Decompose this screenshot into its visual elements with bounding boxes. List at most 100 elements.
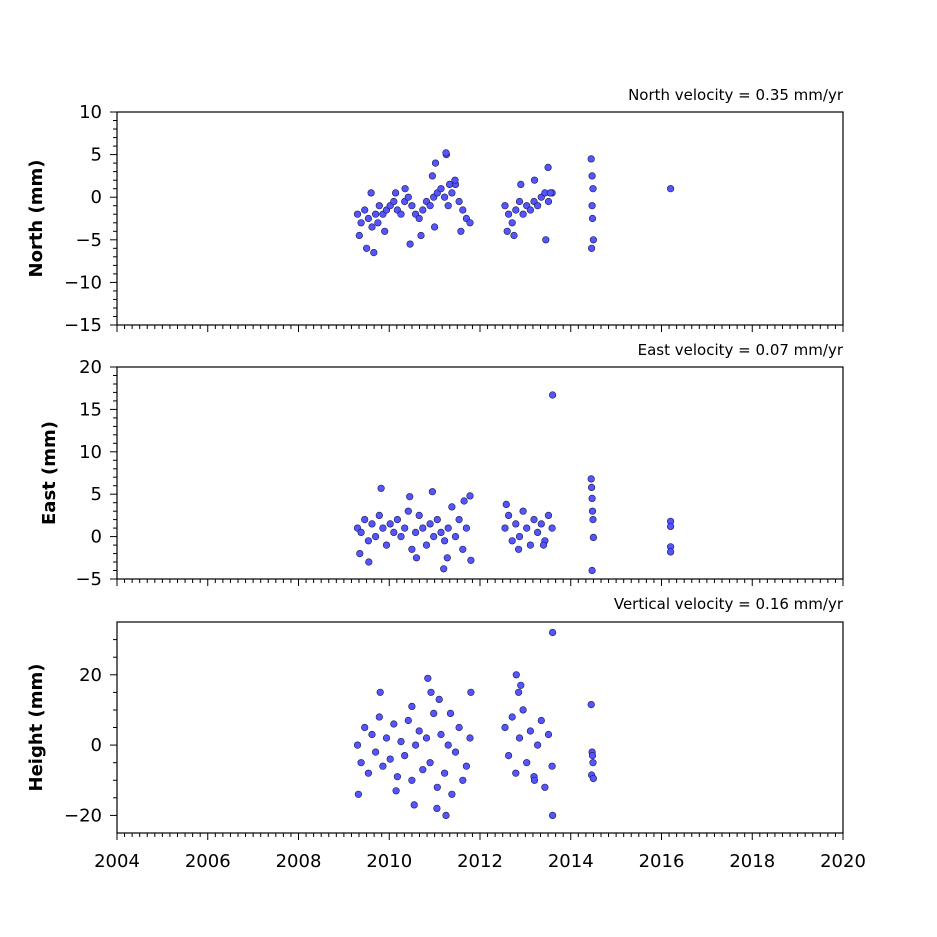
east-y-tick-label: 10 (79, 442, 102, 463)
east-plot-frame (116, 366, 844, 580)
data-point (433, 783, 441, 791)
x-tick-label: 2014 (548, 851, 594, 872)
north-data-points (353, 149, 675, 257)
data-point (381, 227, 389, 235)
data-point (427, 688, 435, 696)
data-point (448, 790, 456, 798)
data-point (587, 244, 596, 252)
data-point (459, 776, 467, 784)
data-point (392, 189, 400, 197)
data-point (375, 511, 383, 520)
data-point (515, 734, 524, 742)
data-point (514, 545, 523, 553)
data-point (406, 493, 414, 501)
x-tick-labels: 2004 2006 2008 2010 2012 2014 2016 2018 … (94, 851, 866, 872)
east-y-ticks (110, 366, 117, 580)
data-point (363, 244, 371, 252)
data-point (368, 730, 376, 739)
data-point (392, 787, 400, 795)
data-point (459, 545, 467, 553)
data-point (364, 769, 373, 777)
data-point (442, 149, 450, 157)
data-point (426, 520, 434, 528)
data-point (451, 748, 460, 756)
data-point (526, 206, 535, 214)
data-point (368, 223, 376, 231)
data-point (390, 720, 398, 728)
data-point (541, 783, 549, 791)
data-point (515, 197, 524, 206)
data-point (376, 688, 384, 696)
data-point (539, 541, 548, 549)
data-point (544, 511, 553, 520)
data-point (515, 532, 524, 541)
data-point (530, 176, 539, 184)
data-point (393, 515, 402, 524)
data-point (501, 202, 509, 210)
east-y-tick-label: 0 (91, 527, 102, 548)
height-x-ticks (116, 833, 844, 840)
data-point (588, 751, 597, 760)
data-point (537, 520, 545, 528)
data-point (353, 210, 362, 218)
data-point (442, 811, 450, 820)
data-point (467, 556, 475, 564)
east-y-axis-label: East (mm) (39, 421, 60, 525)
data-point (588, 214, 597, 223)
data-point (446, 709, 455, 718)
data-point (433, 804, 441, 813)
east-panel: East velocity = 0.07 mm/yr 20 15 10 5 0 … (39, 341, 844, 590)
data-point (440, 565, 448, 573)
data-point (397, 532, 405, 541)
data-point (455, 723, 463, 732)
height-y-axis-label: Height (mm) (26, 664, 47, 792)
data-point (437, 528, 445, 537)
data-point (587, 483, 596, 492)
data-point (533, 528, 542, 537)
data-point (589, 185, 597, 193)
data-point (377, 484, 385, 492)
data-point (548, 762, 556, 770)
height-panel-title: Vertical velocity = 0.16 mm/yr (614, 595, 844, 613)
data-point (444, 524, 452, 532)
data-point (364, 214, 373, 223)
data-point (517, 681, 525, 689)
data-point (523, 524, 531, 532)
height-y-tick-label: 20 (79, 665, 102, 686)
data-point (374, 219, 382, 227)
x-tick-label: 2008 (276, 851, 322, 872)
data-point (357, 759, 365, 767)
data-point (448, 189, 456, 197)
data-point (428, 488, 437, 496)
data-point (548, 811, 557, 820)
data-point (422, 541, 431, 549)
north-y-tick-label: 0 (91, 187, 102, 208)
data-point (441, 193, 449, 201)
east-panel-title: East velocity = 0.07 mm/yr (638, 341, 844, 359)
x-tick-label: 2018 (729, 851, 775, 872)
data-point (441, 769, 449, 777)
data-point (666, 185, 675, 193)
data-point (415, 511, 423, 520)
x-tick-label: 2020 (820, 851, 866, 872)
east-y-tick-label: 5 (91, 484, 102, 505)
east-x-ticks (116, 579, 844, 586)
data-point (401, 185, 409, 193)
data-point (512, 671, 520, 679)
north-y-tick-label: −10 (64, 272, 102, 293)
data-point (589, 774, 598, 783)
data-point (537, 716, 545, 725)
data-point (419, 766, 427, 774)
north-y-axis-label: North (mm) (26, 160, 47, 278)
height-plot-frame (116, 621, 844, 834)
data-point (505, 511, 513, 520)
data-point (408, 702, 416, 711)
data-point (357, 219, 365, 227)
data-point (548, 524, 556, 532)
data-point (370, 249, 378, 257)
data-point (386, 520, 394, 528)
data-point (508, 219, 516, 227)
data-point (412, 741, 420, 749)
data-point (533, 741, 542, 749)
data-point (589, 515, 597, 524)
